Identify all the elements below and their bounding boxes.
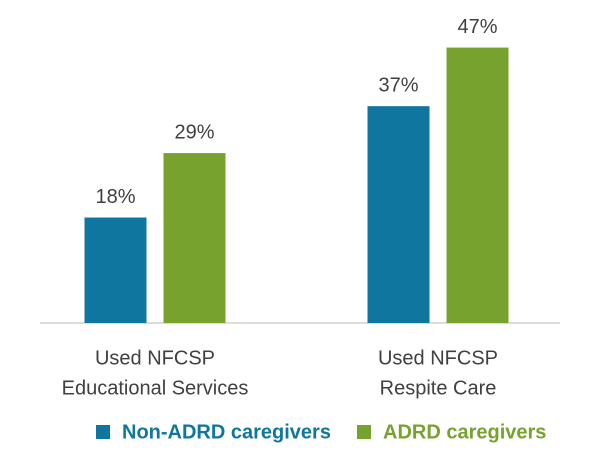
legend-label: ADRD caregivers xyxy=(383,421,546,443)
x-tick-label: Used NFCSP xyxy=(378,347,498,369)
bar xyxy=(163,153,226,323)
bar xyxy=(84,217,147,323)
data-label: 18% xyxy=(95,186,135,208)
legend-swatch xyxy=(96,425,110,439)
x-tick-label: Educational Services xyxy=(62,377,249,399)
data-label: 29% xyxy=(174,121,214,143)
legend-swatch xyxy=(357,425,371,439)
data-label: 47% xyxy=(457,16,497,38)
x-tick-label: Respite Care xyxy=(380,377,497,399)
legend-label: Non-ADRD caregivers xyxy=(122,421,331,443)
bar xyxy=(446,47,509,323)
x-tick-label: Used NFCSP xyxy=(95,347,215,369)
bar xyxy=(367,106,430,324)
data-label: 37% xyxy=(378,74,418,96)
